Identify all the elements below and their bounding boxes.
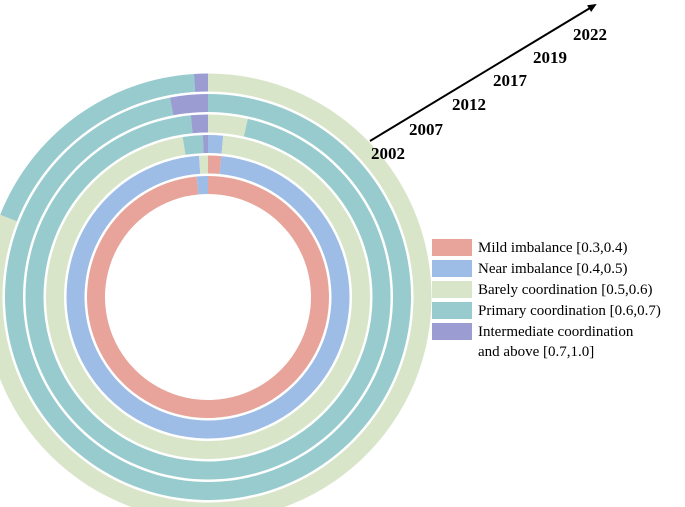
ring-segment bbox=[193, 73, 208, 92]
year-label-2002: 2002 bbox=[371, 144, 405, 163]
legend-item-primary-coordination: Primary coordination [0.6,0.7) bbox=[432, 301, 685, 322]
ring-segment bbox=[169, 94, 208, 116]
ring-segment bbox=[208, 135, 224, 154]
legend-label: Barely coordination [0.5,0.6) bbox=[478, 282, 653, 298]
ring-segment bbox=[202, 135, 208, 154]
ring-segment bbox=[208, 155, 222, 175]
legend-label: Primary coordination [0.6,0.7) bbox=[478, 303, 661, 319]
legend-label: Intermediate coordination and above [0.7… bbox=[478, 322, 685, 362]
legend-swatch bbox=[432, 302, 472, 319]
legend-swatch bbox=[432, 260, 472, 277]
legend-swatch bbox=[432, 239, 472, 256]
legend-item-intermediate-coordination: Intermediate coordination and above [0.7… bbox=[432, 322, 685, 362]
year-axis-arrow bbox=[369, 3, 597, 142]
legend-label-line: and above [0.7,1.0] bbox=[478, 344, 595, 360]
year-label-2017: 2017 bbox=[493, 71, 528, 90]
year-labels: 2002 2007 2012 2017 2019 2022 bbox=[371, 25, 607, 163]
ring-segment bbox=[196, 176, 208, 195]
ring-segment bbox=[199, 155, 208, 174]
ring-2007 bbox=[66, 155, 350, 439]
year-arrow bbox=[369, 3, 597, 142]
ring-segment bbox=[0, 73, 196, 222]
legend: Mild imbalance [0.3,0.4) Near imbalance … bbox=[432, 238, 685, 362]
ring-segment bbox=[208, 114, 248, 137]
ring-segment bbox=[66, 155, 350, 439]
rings-layer bbox=[0, 73, 432, 507]
ring-segment bbox=[5, 94, 411, 500]
legend-label-line: Intermediate coordination bbox=[478, 324, 634, 340]
ring-segment bbox=[87, 176, 330, 418]
ring-2017 bbox=[25, 114, 391, 480]
year-label-2012: 2012 bbox=[452, 95, 486, 114]
ring-2002 bbox=[87, 176, 330, 418]
legend-label: Mild imbalance [0.3,0.4) bbox=[478, 240, 628, 256]
legend-item-mild-imbalance: Mild imbalance [0.3,0.4) bbox=[432, 238, 685, 259]
legend-swatch bbox=[432, 323, 472, 340]
ring-2022 bbox=[0, 73, 432, 507]
legend-label: Near imbalance [0.4,0.5) bbox=[478, 261, 628, 277]
legend-swatch bbox=[432, 281, 472, 298]
legend-item-barely-coordination: Barely coordination [0.5,0.6) bbox=[432, 280, 685, 301]
year-label-2019: 2019 bbox=[533, 48, 567, 67]
legend-item-near-imbalance: Near imbalance [0.4,0.5) bbox=[432, 259, 685, 280]
ring-2012 bbox=[45, 135, 370, 459]
ring-2019 bbox=[5, 94, 411, 500]
year-label-2007: 2007 bbox=[409, 120, 444, 139]
ring-segment bbox=[182, 135, 204, 155]
ring-segment bbox=[190, 114, 208, 134]
year-label-2022: 2022 bbox=[573, 25, 607, 44]
